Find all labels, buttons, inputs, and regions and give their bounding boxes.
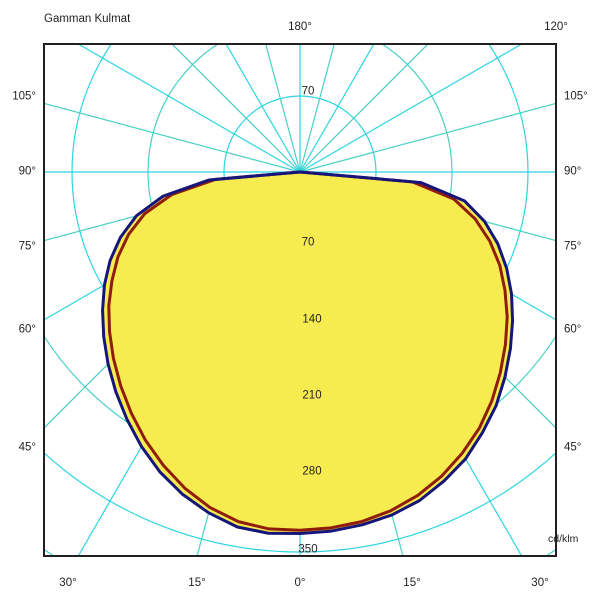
chart-title: Gamman Kulmat [44, 13, 131, 25]
unit-label: cd/klm [548, 533, 579, 545]
axis-label-right-1: 90° [564, 165, 582, 178]
axis-label-bottom-2: 0° [294, 577, 306, 589]
plot-frame [43, 43, 557, 557]
axis-label-top-0: 180° [288, 21, 312, 33]
radial-value-label-5: 350 [298, 543, 318, 556]
radial-value-label-3: 210 [302, 389, 322, 402]
radial-value-label-2: 140 [302, 313, 322, 326]
axis-label-left-3: 60° [18, 323, 36, 336]
axis-label-left-4: 45° [18, 441, 36, 454]
radial-value-label-0: 70 [301, 85, 315, 98]
axis-label-right-3: 60° [564, 323, 582, 336]
radial-value-label-1: 70 [301, 236, 315, 249]
axis-label-bottom-3: 15° [403, 577, 421, 589]
axis-label-top-1: 120° [544, 21, 568, 33]
distribution-curves [101, 170, 515, 536]
axis-label-right-0: 105° [564, 90, 588, 103]
axis-label-left-2: 75° [18, 240, 36, 253]
axis-label-right-2: 75° [564, 240, 582, 253]
axis-label-left-0: 105° [12, 90, 36, 103]
axis-label-bottom-0: 30° [59, 577, 77, 589]
axis-label-left-1: 90° [18, 165, 36, 178]
axis-label-bottom-4: 30° [531, 577, 549, 589]
radial-value-label-4: 280 [302, 465, 322, 478]
axis-label-bottom-1: 15° [188, 577, 206, 589]
axis-label-right-4: 45° [564, 441, 582, 454]
